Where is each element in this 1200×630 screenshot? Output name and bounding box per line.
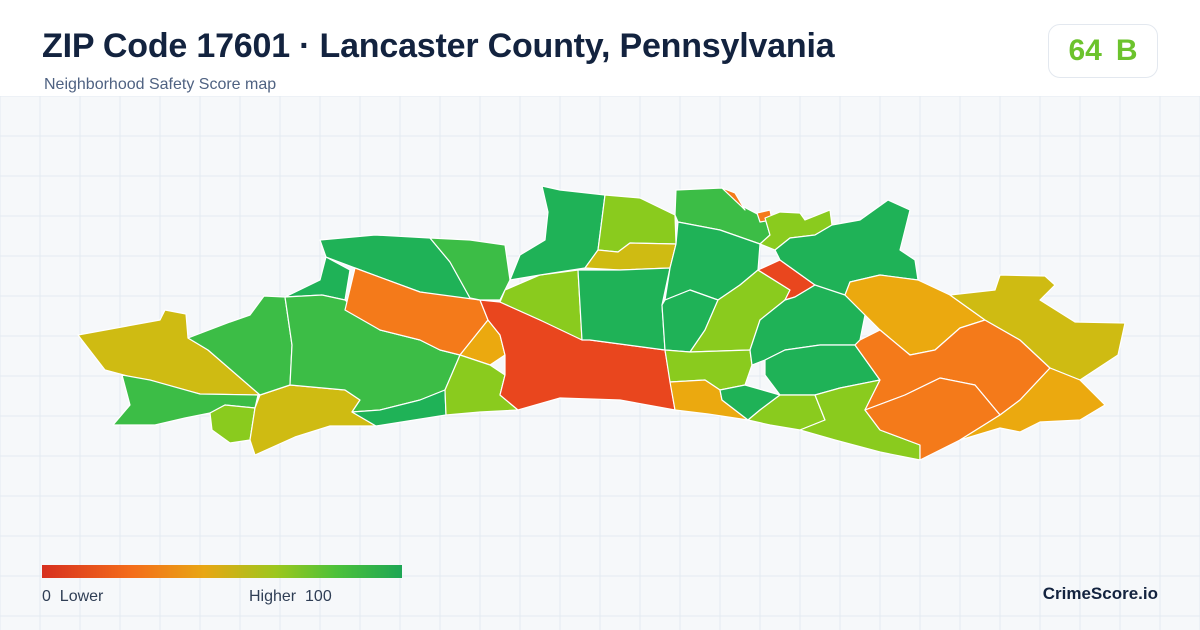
page-title: ZIP Code 17601 · Lancaster County, Penns…: [42, 27, 835, 65]
legend-min-text: Lower: [59, 588, 104, 605]
page-subtitle: Neighborhood Safety Score map: [44, 76, 277, 93]
neighborhood-region[interactable]: [949, 274, 1126, 381]
neighborhood-regions[interactable]: [77, 185, 1126, 461]
neighborhood-region[interactable]: [284, 256, 351, 301]
legend-gradient-bar: [42, 565, 402, 578]
neighborhood-region[interactable]: [721, 187, 746, 211]
neighborhood-region[interactable]: [959, 367, 1106, 441]
score-grade: B: [1115, 34, 1138, 67]
legend-max-text: Higher: [249, 588, 297, 605]
legend-min-value: 0: [42, 588, 51, 605]
score-value: 64: [1068, 34, 1102, 67]
score-badge: 64 B: [1048, 24, 1158, 78]
neighborhood-region[interactable]: [577, 267, 671, 351]
neighborhood-region[interactable]: [509, 185, 606, 281]
map-area[interactable]: [0, 96, 1200, 630]
neighborhood-map[interactable]: [0, 96, 1200, 630]
neighborhood-region[interactable]: [209, 404, 256, 444]
brand-logo-text[interactable]: CrimeScore.io: [1042, 584, 1158, 603]
legend-low-label: 0 Lower: [42, 588, 103, 606]
header: ZIP Code 17601 · Lancaster County, Penns…: [0, 0, 1200, 96]
legend-max-value: 100: [305, 588, 332, 605]
legend-high-label: Higher 100: [249, 588, 332, 606]
